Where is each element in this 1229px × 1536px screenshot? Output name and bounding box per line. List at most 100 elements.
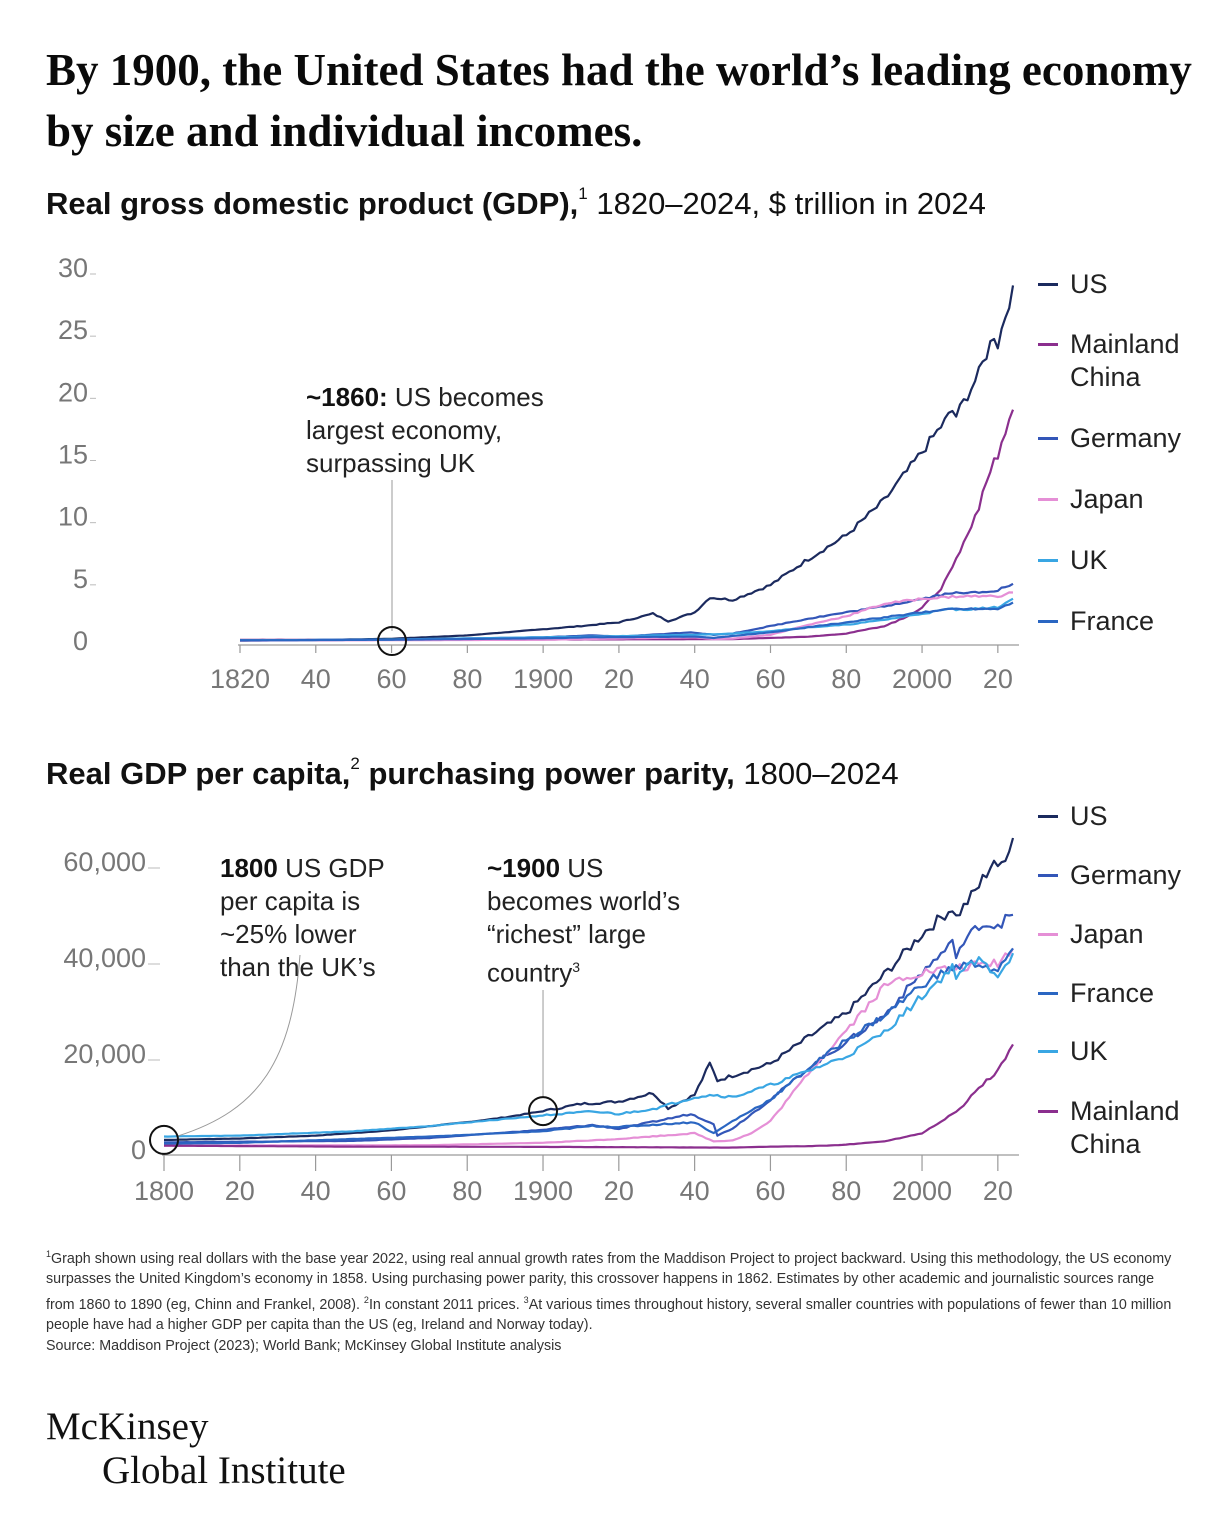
legend-swatch: [1038, 933, 1058, 936]
legend-label: US: [1070, 801, 1108, 831]
legend-label: Mainland China: [1070, 1096, 1180, 1159]
legend-swatch: [1038, 1050, 1058, 1053]
annotation-footnote-ref: 3: [572, 959, 581, 975]
annotation-text: US becomes: [387, 382, 544, 412]
legend-swatch: [1038, 559, 1058, 562]
x-tick-label: 20: [983, 664, 1013, 694]
series-line-france: [164, 947, 1014, 1145]
legend-swatch: [1038, 874, 1058, 877]
annotation-leader-line: [177, 954, 301, 1137]
x-tick-label: 1900: [513, 1176, 573, 1206]
logo-line-1: McKinsey: [46, 1405, 209, 1448]
chart1-subtitle: Real gross domestic product (GDP),1 1820…: [46, 184, 986, 222]
y-tick-label: 20: [58, 377, 88, 407]
x-tick-label: 80: [831, 1176, 861, 1206]
annotation-circle: [528, 1096, 559, 1127]
footnotes: 1Graph shown using real dollars with the…: [46, 1244, 1186, 1357]
annotation-circle: [377, 626, 407, 656]
footnote-1: Graph shown using real dollars with the …: [46, 1250, 1172, 1313]
x-tick-label: 20: [604, 1176, 634, 1206]
legend-label: France: [1070, 606, 1155, 636]
y-tick-label: 0: [131, 1135, 146, 1165]
x-tick-label: 20: [604, 664, 634, 694]
chart1-subtitle-bold: Real gross domestic product (GDP),: [46, 186, 579, 221]
x-tick-label: 40: [301, 664, 331, 694]
legend-swatch: [1038, 283, 1058, 286]
y-tick-label: 60,000: [63, 847, 146, 877]
legend-swatch: [1038, 343, 1058, 346]
logo-line-2: Global Institute: [102, 1449, 346, 1492]
annotation-text: surpassing UK: [306, 448, 476, 478]
source-line: Source: Maddison Project (2023); World B…: [46, 1337, 562, 1354]
footnote-text: 1Graph shown using real dollars with the…: [46, 1244, 1186, 1336]
y-tick-label: 20,000: [63, 1039, 146, 1069]
annotation-text: largest economy,: [306, 415, 503, 445]
x-tick-label: 80: [452, 664, 482, 694]
chart2-subtitle-range: 1800–2024: [734, 756, 899, 791]
y-tick-label: 0: [73, 626, 88, 656]
x-tick-label: 2000: [892, 664, 952, 694]
legend-swatch: [1038, 620, 1058, 623]
x-tick-label: 1900: [513, 664, 573, 694]
x-tick-label: 2000: [892, 1176, 952, 1206]
legend-label: UK: [1070, 1036, 1108, 1066]
legend-label: Japan: [1070, 484, 1144, 514]
legend-label: UK: [1070, 545, 1108, 575]
y-tick-label: 25: [58, 315, 88, 345]
gdp-chart: 1820 40 60 80 1900 20 40 60 80 2000 20 0 5 10 15 20 25 30: [58, 253, 1019, 694]
annotation-bold: ~1860:: [306, 382, 388, 412]
annotation-text: US: [560, 853, 604, 883]
legend-label: Germany: [1070, 423, 1182, 453]
x-tick-label: 1800: [134, 1176, 194, 1206]
annotation-text: “richest” large: [487, 919, 646, 949]
footnote-ref: 1: [46, 1249, 52, 1259]
headline: By 1900, the United States had the world…: [46, 45, 1192, 156]
annotation-circle: [149, 1124, 179, 1155]
chart2-subtitle-footnote-ref: 2: [350, 754, 360, 773]
legend-swatch: [1038, 992, 1058, 995]
legend-label: Mainland China: [1070, 329, 1180, 392]
annotation-text: country: [487, 957, 573, 988]
chart2-annotation-1800: 1800 US GDP per capita is ~25% lower tha…: [220, 852, 385, 984]
x-tick-label: 80: [452, 1176, 482, 1206]
series-line-germany: [240, 582, 1014, 642]
x-tick-label: 20: [983, 1176, 1013, 1206]
chart1-annotation-1860: ~1860: US becomes largest economy, surpa…: [306, 381, 544, 480]
y-tick-label: 5: [73, 564, 88, 594]
gdp-per-capita-chart: 1800 20 40 60 80 1900 20 40 60 80 2000 20 0 20,000 40,…: [63, 837, 1019, 1206]
annotation-text: US GDP: [277, 853, 385, 883]
legend-label: France: [1070, 978, 1155, 1008]
series-line-france: [240, 601, 1014, 642]
x-tick-label: 1820: [210, 664, 270, 694]
footnote-2: In constant 2011 prices.: [368, 1296, 520, 1313]
legend-swatch: [1038, 437, 1058, 440]
annotation-text: per capita is: [220, 886, 361, 916]
x-tick-label: 60: [755, 664, 785, 694]
annotation-text: ~25% lower: [220, 919, 357, 949]
footnote-ref: 3: [523, 1294, 529, 1305]
annotation-bold: 1800: [220, 853, 278, 883]
y-tick-label: 30: [58, 253, 88, 283]
annotation-text: than the UK’s: [220, 952, 376, 982]
x-tick-label: 40: [680, 664, 710, 694]
x-tick-label: 60: [377, 664, 407, 694]
x-tick-label: 20: [225, 1176, 255, 1206]
annotation-bold: ~1900: [487, 853, 561, 883]
chart1-subtitle-footnote-ref: 1: [578, 184, 588, 203]
y-tick-label: 40,000: [63, 943, 146, 973]
series-line-mainland-china: [164, 1043, 1014, 1149]
legend-label: US: [1070, 269, 1108, 299]
y-tick-label: 10: [58, 502, 88, 532]
chart2-annotation-1900: ~1900 US becomes world’s “richest” large…: [487, 852, 680, 990]
series-line-us: [163, 837, 1015, 1141]
legend-swatch: [1038, 1110, 1058, 1113]
x-tick-label: 60: [376, 1176, 406, 1206]
legend-swatch: [1038, 815, 1058, 818]
annotation-text: becomes world’s: [487, 886, 681, 916]
series-line-uk: [163, 952, 1015, 1138]
chart2-subtitle: Real GDP per capita,2 purchasing power p…: [46, 754, 899, 792]
chart2-subtitle-bold2: purchasing power parity,: [359, 756, 735, 791]
legend-swatch: [1038, 498, 1058, 501]
x-tick-label: 40: [301, 1176, 331, 1206]
x-tick-label: 80: [831, 664, 861, 694]
